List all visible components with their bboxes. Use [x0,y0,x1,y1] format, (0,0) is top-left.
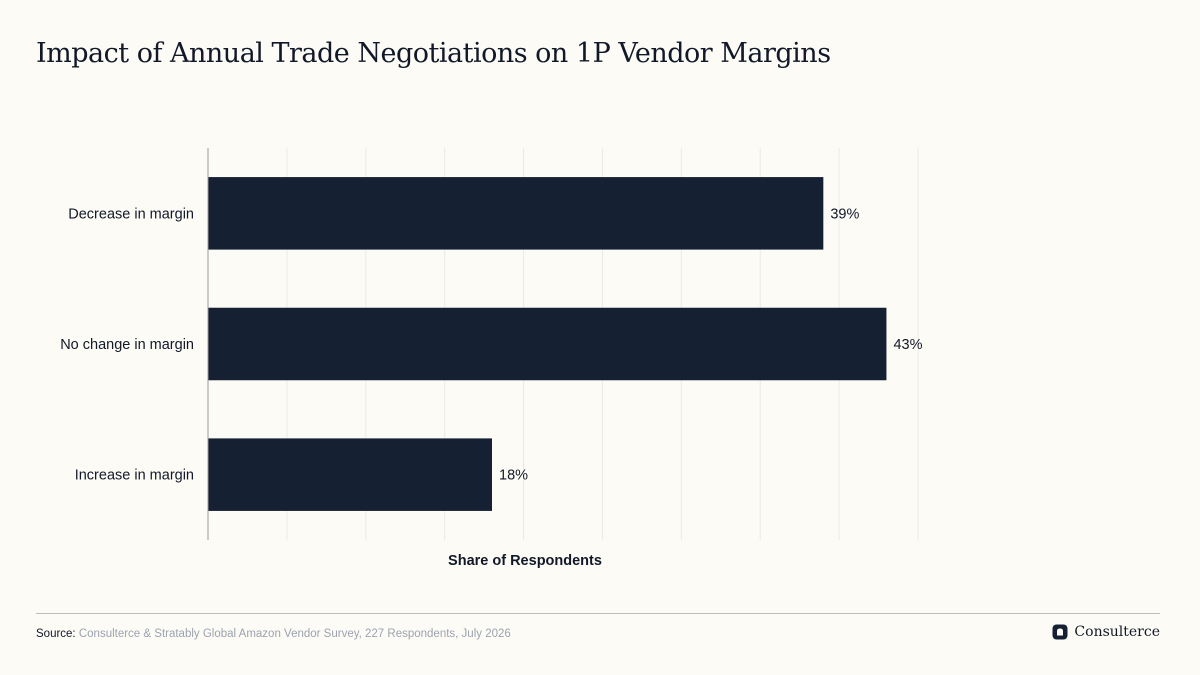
bars [208,177,887,511]
bar-chart: Decrease in margin 39% No change in margin… [60,148,923,569]
brand-name: Consulterce [1074,624,1160,640]
brand-logo: Consulterce [1052,624,1160,640]
source-note: Source: Consulterce & Stratably Global A… [36,628,511,640]
footer-divider [36,613,1160,614]
labels: Decrease in margin 39% No change in margin… [60,206,922,483]
category-label: Increase in margin [75,468,194,484]
source-text: Consulterce & Stratably Global Amazon Ve… [78,628,511,640]
bar-increase-in-margin [208,438,492,511]
bar-no-change-in-margin [208,307,887,381]
category-label: Decrease in margin [68,206,194,222]
data-label: 39% [830,206,859,222]
consulterce-logo-icon [1052,624,1068,640]
chart-title: Impact of Annual Trade Negotiations on 1… [36,38,831,69]
data-label: 43% [893,337,922,353]
source-label: Source: [36,628,76,640]
x-axis-title: Share of Respondents [448,553,602,569]
bar-decrease-in-margin [208,177,824,250]
category-label: No change in margin [60,337,194,353]
data-label: 18% [499,468,528,484]
